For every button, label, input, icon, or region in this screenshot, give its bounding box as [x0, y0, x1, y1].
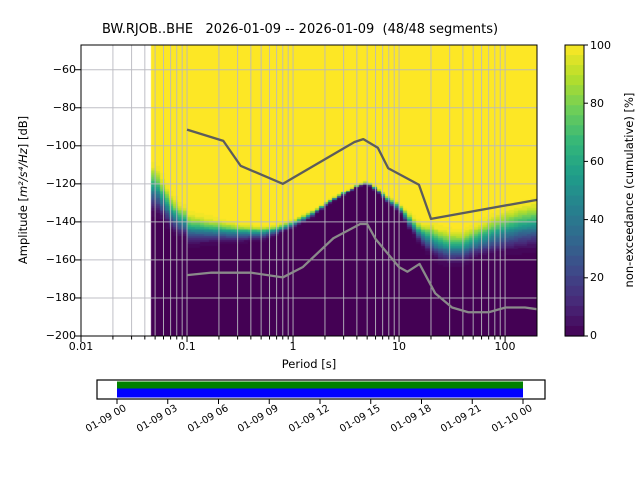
colorbar-tick-label: 100: [590, 39, 611, 52]
colorbar-border: [564, 44, 585, 337]
y-tick-label: −120: [45, 177, 76, 190]
y-tick-label: −100: [45, 139, 76, 152]
x-tick-label: 0.01: [68, 340, 94, 353]
y-tick-label: −80: [52, 101, 76, 114]
colorbar-step: [565, 205, 584, 217]
colorbar-step: [565, 225, 584, 237]
colorbar-tick-label: 60: [590, 155, 604, 168]
y-tick-label: −200: [45, 329, 76, 342]
y-tick-label: −180: [45, 291, 76, 304]
x-tick-label: 1: [289, 340, 297, 353]
colorbar-step: [565, 275, 584, 287]
colorbar-label: non-exceedance (cumulative) [%]: [622, 92, 636, 288]
x-axis-label: Period [s]: [281, 357, 337, 371]
x-tick-label: 100: [494, 340, 516, 353]
colorbar-step: [565, 145, 584, 156]
colorbar-step: [565, 185, 584, 197]
colorbar-step: [565, 315, 584, 327]
colorbar-step: [565, 265, 584, 277]
colorbar-step: [565, 105, 584, 116]
nlnm-curve: [186, 222, 538, 314]
colorbar-step: [565, 165, 584, 177]
colorbar-tick-label: 40: [590, 213, 604, 226]
axes-border: [80, 44, 538, 337]
colorbar-step: [565, 325, 584, 337]
colorbar-step: [565, 215, 584, 227]
timebar-coverage-blue: [117, 388, 523, 398]
colorbar-step: [565, 65, 584, 76]
ppsd-heatmap: [81, 45, 537, 336]
colorbar-step: [565, 135, 584, 146]
colorbar-step: [565, 155, 584, 167]
figure-title: BW.RJOB..BHE 2026-01-09 -- 2026-01-09 (4…: [101, 22, 499, 37]
colorbar-step: [565, 55, 584, 66]
colorbar-step: [565, 95, 584, 106]
colorbar-step: [565, 285, 584, 297]
colorbar-step: [565, 85, 584, 96]
colorbar-step: [565, 125, 584, 136]
colorbar-step: [565, 295, 584, 307]
x-tick-label: 10: [392, 340, 406, 353]
y-tick-label: −140: [45, 215, 76, 228]
nhnm-curve: [186, 128, 538, 220]
colorbar-tick-label: 80: [590, 97, 604, 110]
colorbar-tick-label: 20: [590, 271, 604, 284]
colorbar-step: [565, 235, 584, 247]
y-axis-label: Amplitude [m²/s⁴/Hz] [dB]: [16, 115, 30, 265]
colorbar-step: [565, 255, 584, 267]
colorbar-step: [565, 245, 584, 257]
colorbar-step: [565, 305, 584, 317]
colorbar-step: [565, 175, 584, 187]
colorbar-tick-label: 0: [590, 329, 597, 342]
y-tick-label: −60: [52, 63, 76, 76]
y-tick-label: −160: [45, 253, 76, 266]
colorbar-step: [565, 75, 584, 86]
x-tick-label: 0.1: [178, 340, 196, 353]
timebar-coverage-green: [117, 381, 523, 389]
colorbar-step: [565, 45, 584, 56]
colorbar-step: [565, 115, 584, 126]
colorbar-step: [565, 195, 584, 207]
